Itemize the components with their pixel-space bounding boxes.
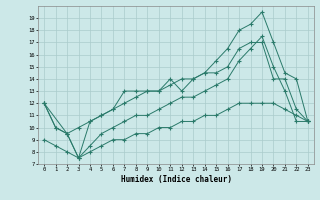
X-axis label: Humidex (Indice chaleur): Humidex (Indice chaleur) [121,175,231,184]
